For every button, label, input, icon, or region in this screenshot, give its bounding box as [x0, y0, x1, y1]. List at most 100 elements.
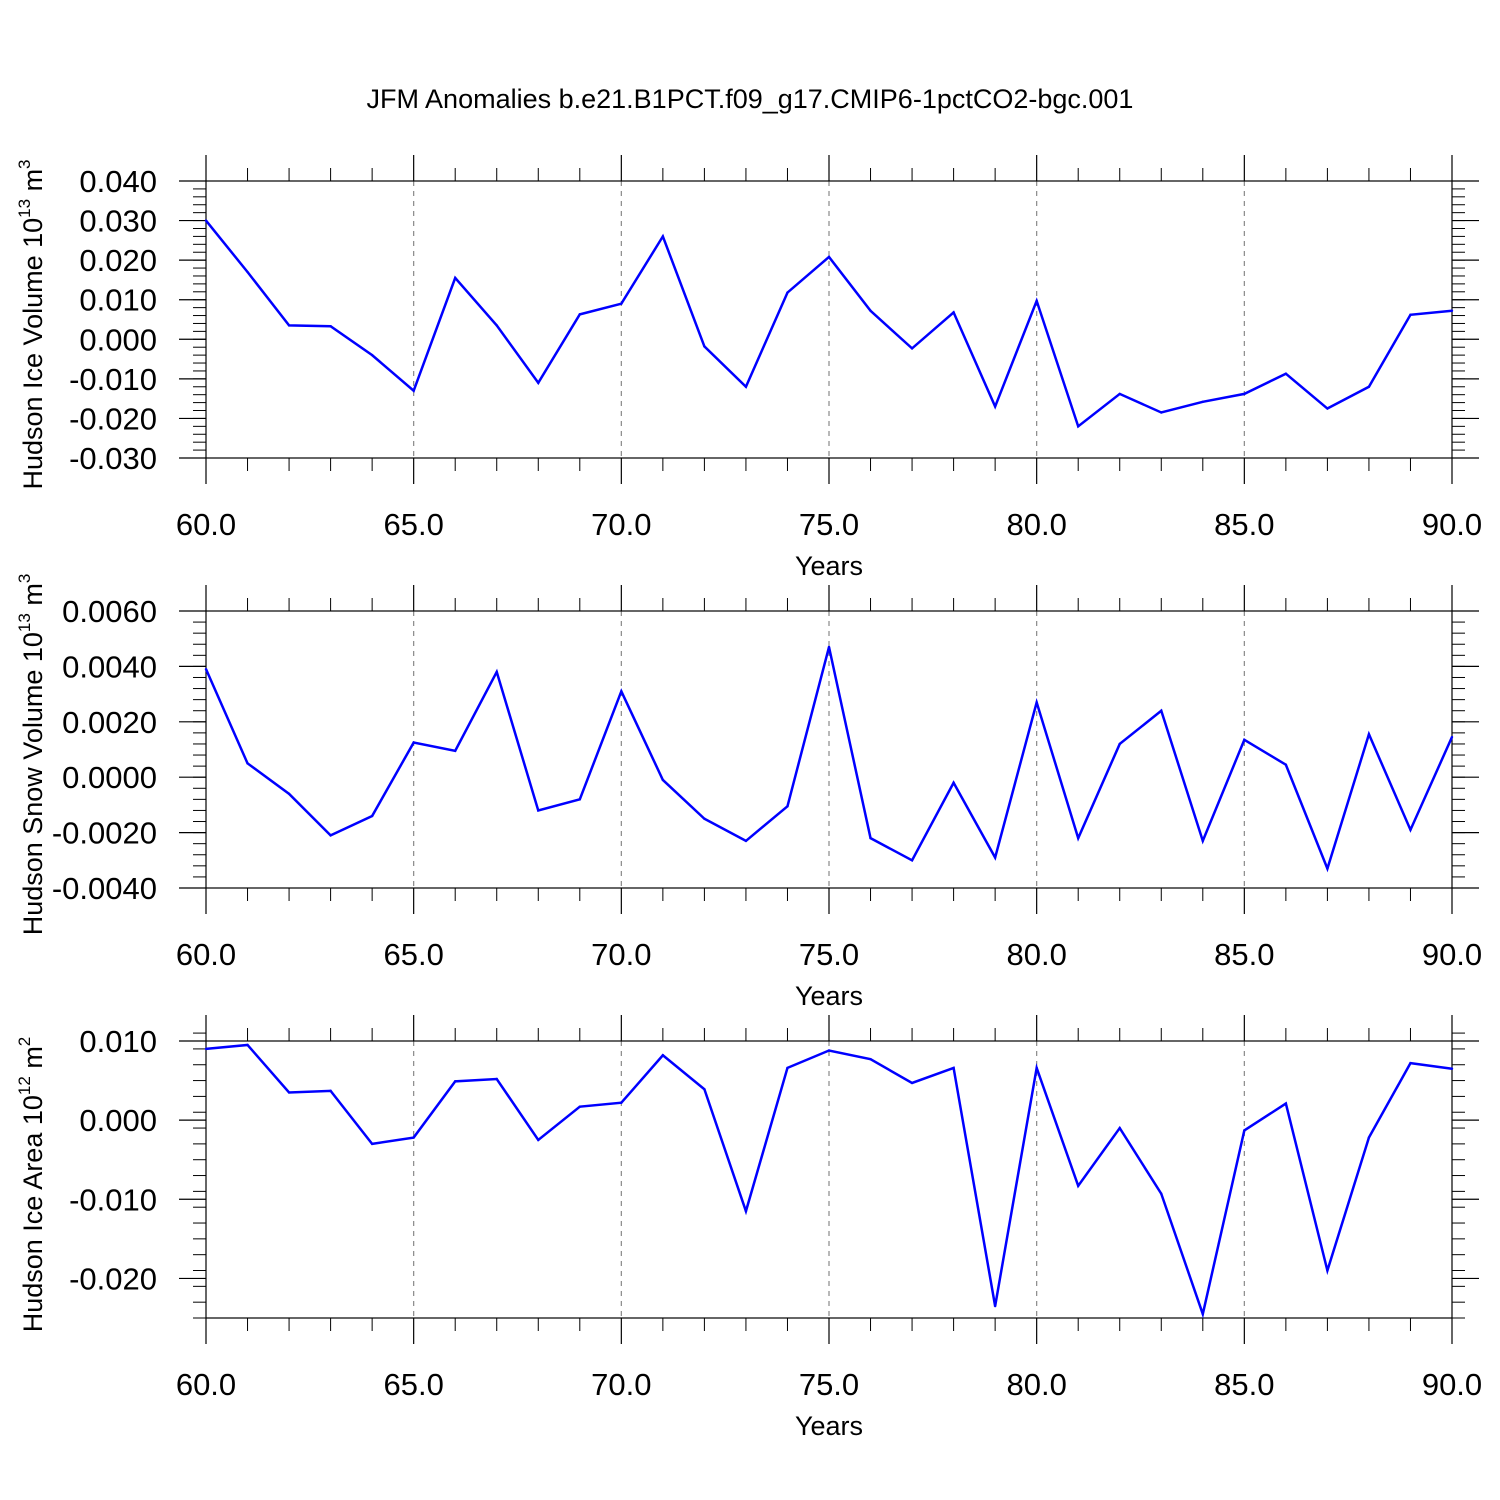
- y-axis-label-superscript: 13: [15, 199, 34, 218]
- data-point: [1160, 709, 1163, 712]
- data-point: [537, 381, 540, 385]
- data-point: [287, 324, 291, 327]
- data-point: [578, 1105, 581, 1108]
- data-point: [246, 270, 249, 274]
- y-tick-label: 0.0040: [62, 649, 157, 684]
- data-point: [246, 762, 249, 765]
- x-tick-label: 60.0: [176, 507, 236, 542]
- data-point: [786, 805, 789, 808]
- y-tick-label: -0.010: [69, 362, 157, 397]
- data-point: [412, 1136, 415, 1139]
- data-point: [910, 1081, 914, 1085]
- data-point: [993, 405, 997, 408]
- data-point: [204, 667, 208, 671]
- panel-ice-volume: 60.0 65.0 70.0 75.0 80.0 85.0 90.0 -0.030 -0.020…: [15, 155, 1482, 581]
- y-axis-label-superscript: 3: [15, 574, 34, 583]
- y-tick-label: -0.020: [69, 401, 157, 436]
- panel-snow-volume: 60.0 65.0 70.0 75.0 80.0 85.0 90.0 -0.0040 -0.00…: [15, 574, 1482, 1011]
- x-tick-label: 70.0: [591, 1367, 651, 1402]
- data-point: [1284, 1102, 1288, 1105]
- y-tick-label: 0.000: [79, 322, 157, 357]
- data-point: [329, 1089, 332, 1093]
- y-tick-label: 0.030: [79, 204, 157, 239]
- data-point: [1201, 1312, 1205, 1316]
- data-point: [1450, 735, 1454, 739]
- y-tick-label: -0.010: [69, 1182, 157, 1217]
- y-tick-label: 0.040: [79, 164, 157, 199]
- y-tick-label: 0.010: [79, 1024, 157, 1059]
- y-tick-label: -0.020: [69, 1261, 157, 1296]
- data-point: [370, 353, 374, 357]
- data-point: [537, 1138, 540, 1142]
- data-point: [744, 839, 748, 843]
- data-point: [287, 792, 291, 796]
- data-point: [1326, 407, 1329, 410]
- y-tick-label: 0.000: [79, 1103, 157, 1138]
- data-point: [661, 235, 665, 238]
- data-point: [786, 291, 789, 294]
- x-tick-label: 85.0: [1214, 1367, 1274, 1402]
- data-point: [869, 836, 872, 840]
- data-point: [578, 313, 581, 316]
- y-axis-label-superscript: 13: [15, 613, 34, 632]
- x-axis-label: Years: [795, 551, 863, 581]
- x-tick-label: 65.0: [383, 1367, 443, 1402]
- data-point: [1243, 392, 1246, 396]
- data-point: [1077, 836, 1080, 840]
- data-point: [620, 1101, 623, 1104]
- data-point: [952, 781, 955, 784]
- data-point: [993, 1304, 997, 1308]
- x-tick-label: 90.0: [1422, 1367, 1482, 1402]
- data-point: [1450, 1067, 1454, 1070]
- data-point: [1035, 1066, 1038, 1070]
- data-point: [578, 798, 581, 801]
- data-point: [1409, 313, 1412, 316]
- data-point: [952, 311, 955, 314]
- data-point: [329, 834, 332, 837]
- y-tick-label: 0.0020: [62, 705, 157, 740]
- data-point: [1409, 1061, 1412, 1065]
- data-point: [1035, 299, 1038, 303]
- y-axis-label-superscript: 3: [15, 159, 34, 168]
- data-point: [454, 1080, 457, 1083]
- y-tick-label: -0.0020: [52, 816, 157, 851]
- data-point: [661, 778, 665, 782]
- data-point: [287, 1091, 291, 1094]
- data-point: [1284, 372, 1288, 375]
- y-axis-label-unit: m: [18, 169, 48, 199]
- chart-title: JFM Anomalies b.e21.B1PCT.f09_g17.CMIP6-…: [367, 84, 1134, 114]
- data-point: [1118, 742, 1121, 746]
- data-point: [495, 324, 498, 327]
- data-point: [827, 255, 831, 259]
- y-tick-label: 0.0060: [62, 594, 157, 629]
- x-tick-label: 90.0: [1422, 507, 1482, 542]
- data-point: [744, 385, 748, 388]
- data-point: [537, 809, 540, 812]
- data-point: [370, 814, 374, 818]
- data-point: [827, 1049, 831, 1052]
- data-point: [620, 302, 623, 305]
- data-point: [1367, 385, 1371, 388]
- x-tick-label: 80.0: [1006, 1367, 1066, 1402]
- y-axis-label-superscript: 12: [15, 1076, 34, 1095]
- x-tick-label: 65.0: [383, 937, 443, 972]
- x-tick-label: 60.0: [176, 937, 236, 972]
- y-tick-label: 0.010: [79, 283, 157, 318]
- data-point: [1326, 1269, 1329, 1272]
- y-axis-label: Hudson Ice Volume 1013 m3: [15, 159, 48, 489]
- x-tick-label: 85.0: [1214, 937, 1274, 972]
- data-point: [1201, 839, 1205, 843]
- data-point: [703, 345, 706, 348]
- panel-ice-area: 60.0 65.0 70.0 75.0 80.0 85.0 90.0 -0.020 -0.010…: [15, 1015, 1482, 1441]
- x-tick-label: 85.0: [1214, 507, 1274, 542]
- data-point: [910, 347, 914, 350]
- data-point: [1035, 701, 1038, 704]
- y-tick-label: 0.020: [79, 243, 157, 278]
- data-point: [869, 309, 872, 312]
- y-axis-label-text: Hudson Ice Volume 10: [18, 218, 48, 490]
- x-tick-label: 65.0: [383, 507, 443, 542]
- data-point: [1367, 1136, 1371, 1139]
- data-point: [1077, 1184, 1080, 1188]
- x-axis-label: Years: [795, 1411, 863, 1441]
